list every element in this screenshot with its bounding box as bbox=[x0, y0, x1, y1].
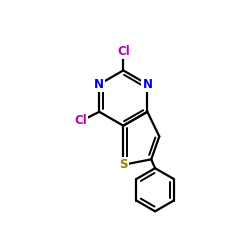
Text: Cl: Cl bbox=[75, 114, 88, 127]
Text: N: N bbox=[142, 78, 152, 91]
Text: Cl: Cl bbox=[117, 45, 130, 58]
Text: S: S bbox=[119, 158, 128, 171]
Text: N: N bbox=[94, 78, 104, 91]
